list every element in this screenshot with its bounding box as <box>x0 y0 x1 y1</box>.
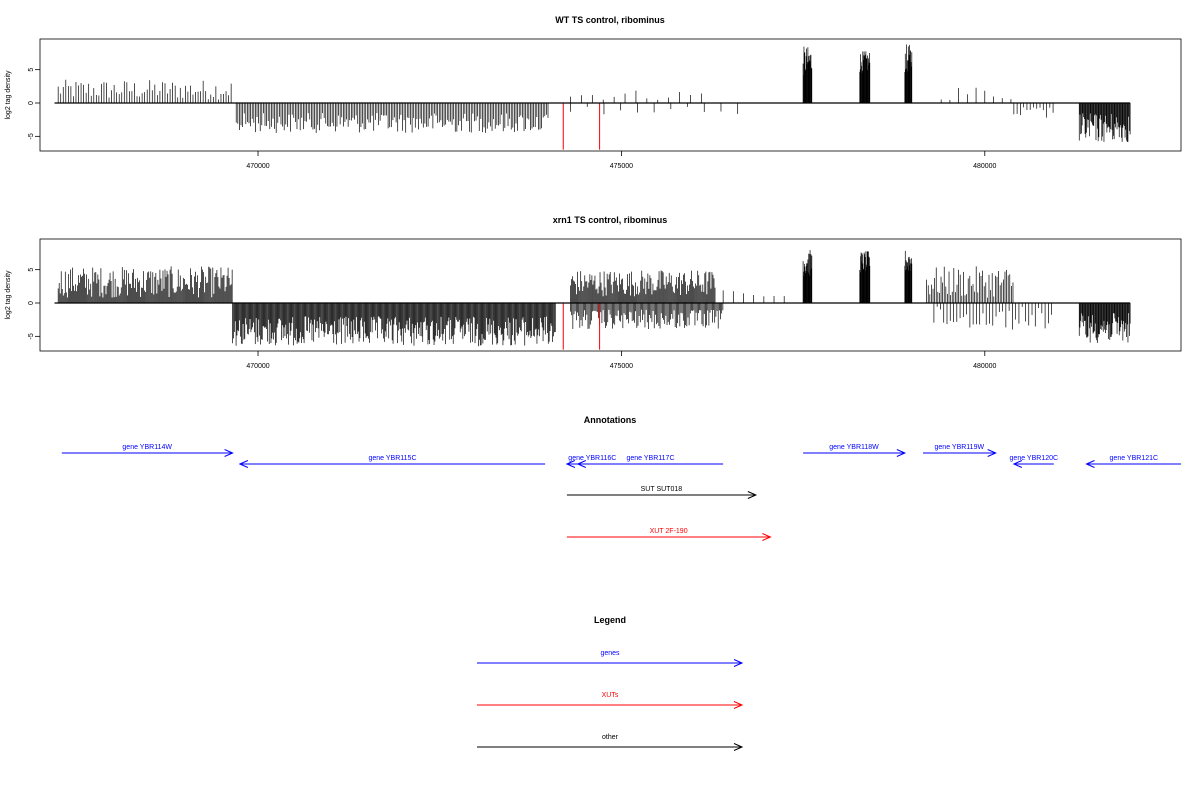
feature-arrow-head <box>576 460 586 468</box>
y-tick-label: 0 <box>28 101 35 105</box>
x-tick-label: 480000 <box>973 363 996 370</box>
annotation-features: gene YBR114W gene YBR115C gene YBR116C gene… <box>61 444 1181 541</box>
wt-axes: 470000 475000 480000 5 0 -5 <box>28 68 1131 170</box>
legend-label: other <box>602 734 619 741</box>
annotation-feature: gene YBR115C <box>238 455 546 468</box>
feature-label: gene YBR114W <box>122 444 172 451</box>
annotations-title: Annotations <box>584 415 637 425</box>
xrn1-axes: 470000 475000 480000 5 0 -5 <box>28 268 1131 370</box>
xrn1-y-axis-label: log2 tag density <box>5 270 12 320</box>
legend-item: other <box>477 734 744 751</box>
annotation-feature: gene YBR120C <box>1010 455 1059 468</box>
feature-arrow-head <box>762 533 772 541</box>
wt-panel-title: WT TS control, ribominus <box>555 15 665 25</box>
y-tick-label: 0 <box>28 301 35 305</box>
feature-arrow-head <box>896 449 907 457</box>
x-tick-label: 470000 <box>246 163 269 170</box>
feature-arrow-head <box>747 491 758 499</box>
feature-arrow-head <box>1085 460 1095 468</box>
y-tick-label: 5 <box>28 68 35 72</box>
feature-label: gene YBR118W <box>829 444 879 451</box>
feature-arrow-head <box>238 460 249 468</box>
y-tick-label: -5 <box>28 133 35 139</box>
x-tick-label: 480000 <box>973 163 996 170</box>
legend-label: genes <box>600 650 620 657</box>
legend-arrow-head <box>733 659 744 667</box>
feature-arrow-head <box>1012 460 1023 468</box>
feature-arrow-head <box>565 460 576 468</box>
annotation-feature: gene YBR119W <box>923 444 997 457</box>
feature-label: gene YBR121C <box>1110 455 1159 462</box>
feature-label: XUT 2F-190 <box>650 528 688 535</box>
legend-item: XUTs <box>477 692 744 709</box>
annotation-feature: gene YBR114W <box>61 444 234 457</box>
x-tick-label: 475000 <box>610 363 633 370</box>
feature-label: gene YBR117C <box>627 455 675 462</box>
annotation-feature: gene YBR117C <box>576 455 724 468</box>
legend-label: XUTs <box>602 692 619 699</box>
y-tick-label: 5 <box>28 268 35 272</box>
feature-arrow-head <box>987 449 997 457</box>
wt-coverage-bars <box>57 44 1131 150</box>
feature-label: gene YBR115C <box>369 455 417 462</box>
xrn1-coverage-panel: xrn1 TS control, ribominus 470000 475000 4… <box>5 215 1182 370</box>
x-tick-label: 475000 <box>610 163 633 170</box>
x-tick-label: 470000 <box>246 363 269 370</box>
annotation-feature: gene YBR116C <box>565 455 618 468</box>
legend-arrow-head <box>733 701 744 709</box>
wt-coverage-panel: WT TS control, ribominus 470000 475000 480… <box>5 15 1182 170</box>
xrn1-panel-title: xrn1 TS control, ribominus <box>553 215 668 225</box>
feature-label: gene YBR116C <box>568 455 616 462</box>
y-tick-label: -5 <box>28 333 35 339</box>
legend-item: genes <box>477 650 744 667</box>
legend-title: Legend <box>594 615 626 625</box>
feature-label: SUT SUT018 <box>641 486 683 493</box>
annotation-feature: gene YBR118W <box>803 444 907 457</box>
annotation-feature: gene YBR121C <box>1085 455 1181 468</box>
feature-label: gene YBR119W <box>935 444 985 451</box>
wt-plot-frame <box>39 38 1182 152</box>
feature-arrow-head <box>224 449 234 457</box>
feature-label: gene YBR120C <box>1010 455 1059 462</box>
legend: Legend genes XUTs other <box>477 615 744 751</box>
legend-arrow-head <box>733 743 744 751</box>
legend-items: genes XUTs other <box>477 650 744 751</box>
annotation-feature: SUT SUT018 <box>566 486 758 499</box>
wt-y-axis-label: log2 tag density <box>5 70 12 120</box>
xrn1-plot-frame <box>39 238 1182 352</box>
annotation-feature: XUT 2F-190 <box>566 528 772 541</box>
xrn1-coverage-bars <box>57 250 1131 350</box>
